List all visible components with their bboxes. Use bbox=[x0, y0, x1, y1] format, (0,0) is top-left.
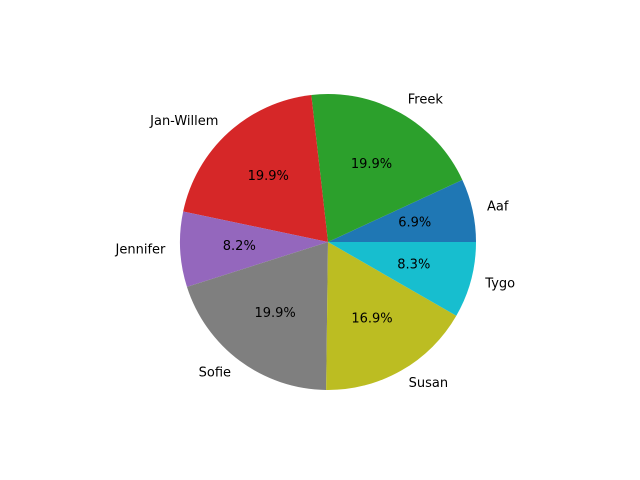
pie-slice-freek bbox=[311, 94, 463, 242]
percent-labels: 6.9% 19.9% 19.9% 8.2% 19.9% 16.9% 8.3% bbox=[223, 157, 431, 327]
slice-percent-tygo: 8.3% bbox=[397, 257, 430, 272]
slice-label-tygo: Tygo bbox=[484, 276, 515, 291]
slice-percent-jennifer: 8.2% bbox=[223, 239, 256, 254]
slice-label-aaf: Aaf bbox=[487, 199, 509, 214]
category-labels: Aaf Freek Jan-Willem Jennifer Sofie Susan Tygo bbox=[115, 93, 516, 391]
pie-slice-sofie bbox=[186, 242, 328, 390]
slice-percent-aaf: 6.9% bbox=[398, 215, 431, 230]
pie-slice-susan bbox=[326, 242, 457, 390]
slice-percent-jan-willem: 19.9% bbox=[248, 169, 289, 184]
pie-slice-tygo bbox=[328, 242, 476, 316]
slice-label-susan: Susan bbox=[409, 376, 448, 391]
pie-slice-jennifer bbox=[179, 211, 328, 287]
pie-slice-jan-willem bbox=[183, 94, 328, 242]
slice-label-freek: Freek bbox=[408, 93, 444, 108]
slice-percent-susan: 16.9% bbox=[351, 312, 392, 327]
slice-percent-freek: 19.9% bbox=[351, 157, 392, 172]
slice-label-sofie: Sofie bbox=[199, 365, 231, 380]
pie-slice-aaf bbox=[328, 179, 476, 242]
pie-slices bbox=[179, 94, 476, 390]
slice-percent-sofie: 19.9% bbox=[254, 306, 295, 321]
slice-label-jennifer: Jennifer bbox=[115, 243, 166, 258]
slice-label-jan-willem: Jan-Willem bbox=[149, 114, 218, 129]
